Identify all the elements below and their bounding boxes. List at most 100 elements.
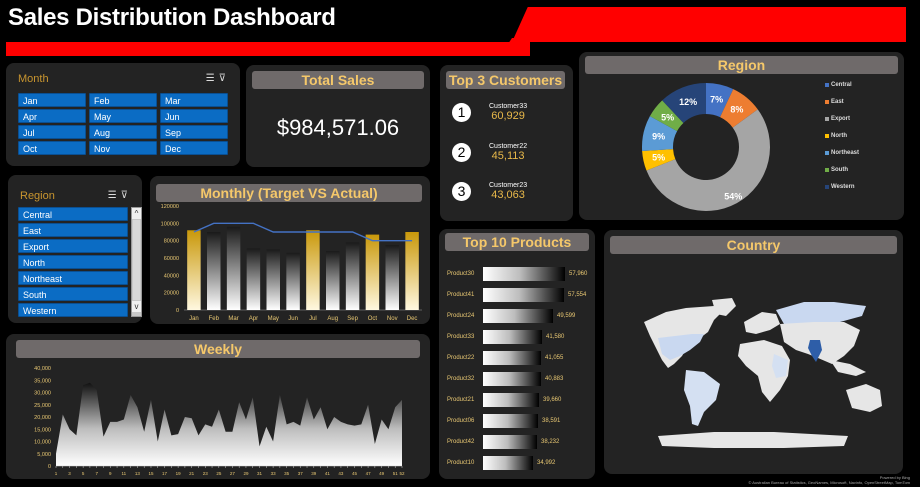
region-chip-western[interactable]: Western bbox=[18, 303, 128, 317]
donut-label: 12% bbox=[679, 97, 697, 107]
donut-slice-south[interactable] bbox=[649, 100, 684, 132]
product-row[interactable]: Product33 41,580 bbox=[447, 330, 564, 344]
region-chip-north[interactable]: North bbox=[18, 255, 128, 269]
top-products-title: Top 10 Products bbox=[445, 233, 589, 251]
product-row[interactable]: Product42 38,232 bbox=[447, 435, 559, 449]
legend-item-central[interactable]: Central bbox=[825, 82, 859, 88]
product-bar bbox=[483, 435, 537, 449]
world-map[interactable] bbox=[604, 260, 903, 460]
donut-label: 9% bbox=[652, 131, 665, 141]
legend-item-east[interactable]: East bbox=[825, 99, 859, 105]
weekly-area[interactable] bbox=[56, 382, 402, 466]
product-row[interactable]: Product24 49,599 bbox=[447, 309, 575, 323]
country-map-card: Country bbox=[604, 230, 903, 474]
bar-mar[interactable] bbox=[226, 226, 241, 310]
page-title: Sales Distribution Dashboard bbox=[8, 4, 336, 31]
month-chip-aug[interactable]: Aug bbox=[89, 125, 157, 139]
map-australia bbox=[846, 384, 882, 412]
product-row[interactable]: Product22 41,055 bbox=[447, 351, 563, 365]
scroll-up-icon[interactable]: ^ bbox=[132, 208, 141, 219]
legend-item-north[interactable]: North bbox=[825, 133, 859, 139]
month-chip-jan[interactable]: Jan bbox=[18, 93, 86, 107]
bar-dec[interactable] bbox=[405, 232, 419, 310]
product-row[interactable]: Product30 57,960 bbox=[447, 267, 587, 281]
scroll-thumb[interactable] bbox=[133, 220, 140, 300]
header-red-bar-left bbox=[6, 42, 461, 56]
target-line[interactable] bbox=[193, 222, 413, 242]
bar-jul[interactable] bbox=[306, 230, 320, 310]
month-chip-nov[interactable]: Nov bbox=[89, 141, 157, 155]
legend-item-export[interactable]: Export bbox=[825, 116, 859, 122]
bar-oct[interactable] bbox=[365, 234, 380, 310]
donut-slice-central[interactable] bbox=[706, 83, 734, 118]
bar-may[interactable] bbox=[266, 249, 280, 310]
month-slicer: Month ☰⊽ Jan Feb Mar Apr May Jun Jul Aug… bbox=[6, 63, 240, 166]
x-tick-label: 47 bbox=[366, 471, 372, 476]
month-chip-may[interactable]: May bbox=[89, 109, 157, 123]
rank-badge: 3 bbox=[452, 182, 471, 201]
month-chip-dec[interactable]: Dec bbox=[160, 141, 228, 155]
region-donut-chart[interactable]: 7% 8% 54% 5% 9% 5% 12% bbox=[629, 78, 829, 218]
donut-slice-east[interactable] bbox=[720, 89, 758, 128]
product-row[interactable]: Product21 39,660 bbox=[447, 393, 561, 407]
region-chip-export[interactable]: Export bbox=[18, 239, 128, 253]
x-tick-label: 15 bbox=[148, 471, 154, 476]
y-tick-label: 10,000 bbox=[34, 440, 51, 446]
rank-badge: 2 bbox=[452, 143, 471, 162]
region-slicer-scrollbar[interactable]: ^ v bbox=[131, 207, 142, 317]
product-row[interactable]: Product06 38,591 bbox=[447, 414, 560, 428]
region-chip-south[interactable]: South bbox=[18, 287, 128, 301]
month-chip-feb[interactable]: Feb bbox=[89, 93, 157, 107]
product-row[interactable]: Product10 34,992 bbox=[447, 456, 555, 470]
product-bar bbox=[483, 414, 538, 428]
region-chip-northeast[interactable]: Northeast bbox=[18, 271, 128, 285]
donut-slice-western[interactable] bbox=[662, 83, 706, 123]
month-chip-oct[interactable]: Oct bbox=[18, 141, 86, 155]
map-europe bbox=[744, 312, 780, 334]
month-chip-jun[interactable]: Jun bbox=[160, 109, 228, 123]
product-row[interactable]: Product32 40,883 bbox=[447, 372, 563, 386]
customer-item-2: 2 Customer22 45,113 bbox=[452, 143, 527, 162]
donut-slice-northeast[interactable] bbox=[642, 116, 678, 152]
bar-apr[interactable] bbox=[246, 248, 261, 310]
region-chip-central[interactable]: Central bbox=[18, 207, 128, 221]
bar-feb[interactable] bbox=[207, 232, 221, 310]
bar-sep[interactable] bbox=[345, 242, 360, 310]
month-chip-jul[interactable]: Jul bbox=[18, 125, 86, 139]
x-tick-label: Jan bbox=[189, 316, 199, 322]
legend-item-south[interactable]: South bbox=[825, 167, 859, 173]
bar-aug[interactable] bbox=[326, 251, 340, 310]
customer-name: Customer23 bbox=[489, 182, 528, 189]
legend-item-northeast[interactable]: Northeast bbox=[825, 150, 859, 156]
product-value: 41,580 bbox=[546, 334, 565, 340]
y-tick-label: 80000 bbox=[164, 239, 179, 245]
legend-item-western[interactable]: Western bbox=[825, 184, 859, 190]
donut-slice-north[interactable] bbox=[642, 149, 676, 171]
x-tick-label: Jun bbox=[288, 316, 298, 322]
product-name: Product33 bbox=[447, 334, 475, 340]
month-chip-apr[interactable]: Apr bbox=[18, 109, 86, 123]
x-tick-label: 3 bbox=[68, 471, 71, 476]
month-chip-sep[interactable]: Sep bbox=[160, 125, 228, 139]
product-name: Product24 bbox=[447, 313, 475, 319]
x-tick-label: 25 bbox=[216, 471, 222, 476]
map-south-america bbox=[684, 370, 720, 426]
bar-jan[interactable] bbox=[187, 230, 201, 310]
multi-select-icon[interactable]: ☰ bbox=[205, 73, 219, 84]
donut-slice-export[interactable] bbox=[646, 109, 770, 211]
region-chart-card: Region 7% 8% 54% 5% 9% 5% 12% Central East Exp… bbox=[579, 52, 904, 220]
clear-filter-icon[interactable]: ⊽ bbox=[120, 190, 132, 201]
scroll-down-icon[interactable]: v bbox=[132, 301, 141, 312]
y-tick-label: 40,000 bbox=[34, 366, 51, 372]
monthly-bar-chart[interactable]: 0 20000 40000 60000 80000 100000 120000 Jan Feb M… bbox=[150, 202, 430, 322]
multi-select-icon[interactable]: ☰ bbox=[107, 190, 121, 201]
bar-nov[interactable] bbox=[385, 245, 399, 310]
month-chip-mar[interactable]: Mar bbox=[160, 93, 228, 107]
product-name: Product42 bbox=[447, 439, 475, 445]
weekly-area-chart[interactable]: 0 5,000 10,000 15,000 20,000 25,000 30,000 35,0… bbox=[6, 360, 430, 480]
region-chip-east[interactable]: East bbox=[18, 223, 128, 237]
product-row[interactable]: Product41 57,554 bbox=[447, 288, 586, 302]
bar-jun[interactable] bbox=[286, 252, 300, 310]
product-value: 40,883 bbox=[545, 376, 564, 382]
clear-filter-icon[interactable]: ⊽ bbox=[218, 73, 230, 84]
